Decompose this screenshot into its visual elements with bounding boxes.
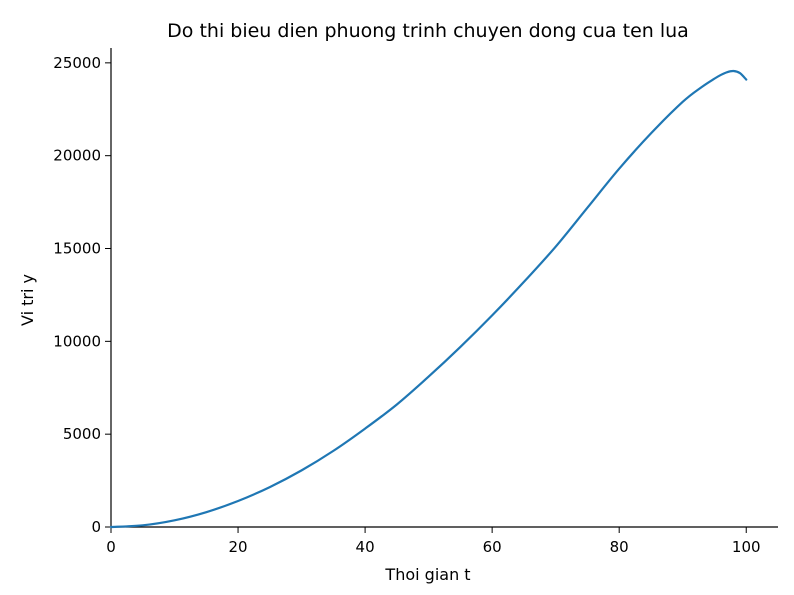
y-axis-label: Vi tri y xyxy=(18,274,37,326)
series-line xyxy=(109,69,748,529)
x-tick-label: 60 xyxy=(483,538,502,556)
x-ticks: 0 20 40 60 80 100 xyxy=(106,527,761,556)
x-tick-label: 80 xyxy=(610,538,629,556)
x-axis-label: Thoi gian t xyxy=(384,565,470,584)
x-tick-label: 100 xyxy=(732,538,761,556)
y-ticks: 0 5000 10000 15000 20000 25000 xyxy=(53,54,111,536)
y-tick-label: 20000 xyxy=(53,147,101,165)
y-tick-label: 10000 xyxy=(53,332,101,350)
y-tick-label: 0 xyxy=(91,518,101,536)
plot-area: 0 20 40 60 80 100 0 5000 10000 15000 20000 25000 xyxy=(53,48,778,556)
x-tick-label: 20 xyxy=(229,538,248,556)
x-tick-label: 0 xyxy=(106,538,116,556)
chart-title: Do thi bieu dien phuong trinh chuyen don… xyxy=(167,20,689,42)
y-tick-label: 5000 xyxy=(63,425,101,443)
y-tick-label: 15000 xyxy=(53,240,101,258)
x-tick-label: 40 xyxy=(356,538,375,556)
y-tick-label: 25000 xyxy=(53,54,101,72)
